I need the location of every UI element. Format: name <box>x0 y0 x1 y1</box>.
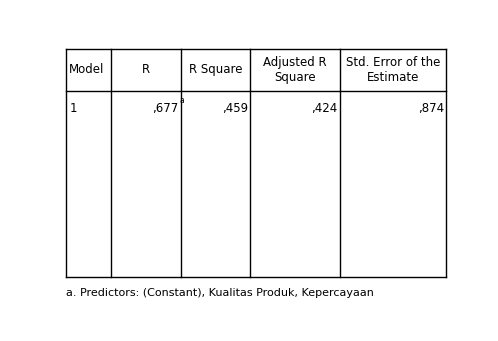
Text: a: a <box>179 96 184 105</box>
Text: Std. Error of the
Estimate: Std. Error of the Estimate <box>346 56 440 84</box>
Text: R Square: R Square <box>189 63 242 76</box>
Text: Adjusted R
Square: Adjusted R Square <box>263 56 327 84</box>
Text: ,459: ,459 <box>222 102 248 115</box>
Text: a. Predictors: (Constant), Kualitas Produk, Kepercayaan: a. Predictors: (Constant), Kualitas Prod… <box>66 288 374 298</box>
Text: ,874: ,874 <box>418 102 444 115</box>
Text: ,677: ,677 <box>152 102 178 115</box>
Text: R: R <box>142 63 150 76</box>
Text: ,424: ,424 <box>311 102 338 115</box>
Text: Model: Model <box>69 63 105 76</box>
Text: 1: 1 <box>69 102 77 115</box>
